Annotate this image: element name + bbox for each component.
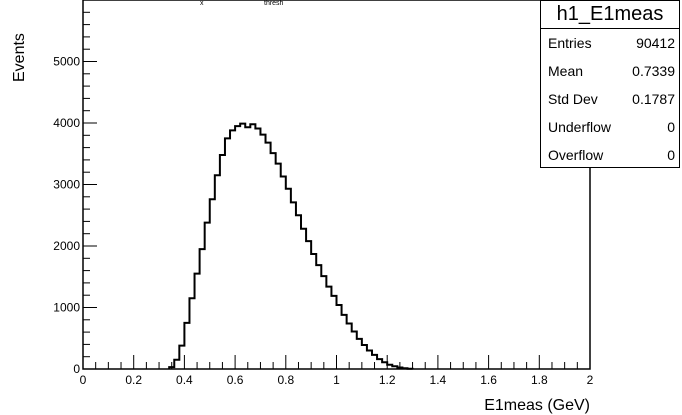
x-axis: 0 0.2 0.4 0.6 0.8 1 1.2 1.4 1.6 1.8 2 — [80, 355, 594, 387]
stats-label: Mean — [548, 63, 584, 79]
histogram-bin — [281, 177, 286, 369]
x-tick-label: 1.4 — [430, 373, 447, 387]
histogram-bin — [235, 126, 240, 369]
histogram-bin — [250, 124, 255, 369]
y-tick-label: 0 — [73, 362, 80, 376]
stats-title: h1_E1meas — [541, 1, 679, 29]
x-tick-label: 0.4 — [176, 373, 193, 387]
x-axis-title: E1meas (GeV) — [484, 397, 590, 414]
stats-label: Entries — [548, 35, 592, 51]
stats-row-std-dev: Std Dev 0.1787 — [541, 85, 679, 113]
y-axis-title: Events — [11, 33, 28, 82]
stats-box: h1_E1meas Entries 90412 Mean 0.7339 Std … — [540, 0, 680, 168]
histogram-bin — [331, 296, 336, 369]
y-tick-label: 5000 — [53, 55, 80, 69]
stats-value: 0.1787 — [632, 91, 675, 107]
histogram — [168, 122, 414, 370]
histogram-bin — [311, 254, 316, 369]
histogram-bin — [326, 287, 331, 369]
stats-value: 0.7339 — [632, 63, 675, 79]
histogram-bin — [296, 215, 301, 369]
histogram-bin — [276, 164, 281, 369]
histogram-bin — [301, 229, 306, 369]
stats-row-mean: Mean 0.7339 — [541, 57, 679, 85]
y-tick-label: 2000 — [53, 239, 80, 253]
x-tick-label: 1.6 — [480, 373, 497, 387]
x-tick-label: 0.8 — [277, 373, 294, 387]
stats-label: Underflow — [548, 119, 612, 135]
x-tick-label: 0.6 — [227, 373, 244, 387]
histogram-bin — [210, 199, 215, 369]
histogram-bin — [286, 189, 291, 369]
histogram-bin — [266, 143, 271, 369]
stats-row-entries: Entries 90412 — [541, 29, 679, 57]
stats-label: Std Dev — [548, 91, 598, 107]
stats-label: Overflow — [548, 147, 604, 163]
y-tick-label: 1000 — [53, 301, 80, 315]
x-tick-label: 1 — [333, 373, 340, 387]
histogram-bin — [260, 135, 265, 369]
top-text-left: x — [200, 0, 204, 7]
stats-row-overflow: Overflow 0 — [541, 141, 679, 169]
stats-row-underflow: Underflow 0 — [541, 113, 679, 141]
histogram-bin — [321, 276, 326, 369]
x-tick-label: 0.2 — [125, 373, 142, 387]
top-text-right: thresh — [264, 0, 284, 7]
histogram-bin — [225, 138, 230, 369]
histogram-bin — [306, 241, 311, 369]
histogram-bin — [230, 130, 235, 369]
x-tick-label: 1.8 — [531, 373, 548, 387]
y-tick-label: 4000 — [53, 116, 80, 130]
histogram-bin — [220, 155, 225, 369]
histogram-bin — [316, 265, 321, 369]
histogram-bin — [255, 129, 260, 369]
histogram-bin — [291, 202, 296, 369]
x-tick-label: 1.2 — [379, 373, 396, 387]
x-tick-label: 2 — [587, 373, 594, 387]
histogram-bin — [245, 127, 250, 369]
histogram-bin — [271, 153, 276, 369]
stats-value: 90412 — [636, 35, 675, 51]
stats-value: 0 — [667, 119, 675, 135]
histogram-bin — [240, 124, 245, 369]
y-tick-label: 3000 — [53, 178, 80, 192]
stats-value: 0 — [667, 147, 675, 163]
histogram-bin — [215, 175, 220, 369]
histogram-outline — [168, 122, 414, 370]
y-axis: 0 1000 2000 3000 4000 5000 — [53, 0, 97, 376]
x-tick-label: 0 — [80, 373, 87, 387]
